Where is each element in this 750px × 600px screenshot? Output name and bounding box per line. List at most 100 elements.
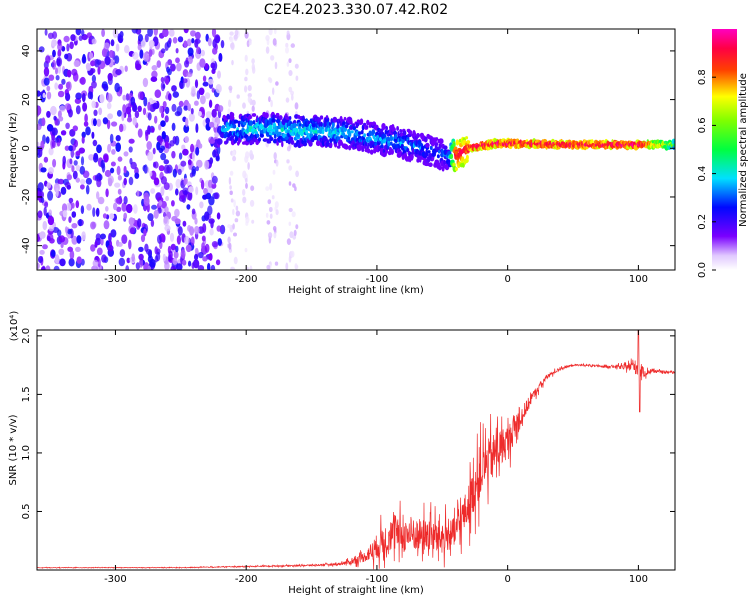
ridge-cell xyxy=(465,136,469,140)
noise-cell xyxy=(175,48,179,54)
noise-cell xyxy=(67,246,73,252)
noise-cell xyxy=(135,63,142,71)
noise-cell xyxy=(71,235,78,245)
noise-cell xyxy=(176,62,182,72)
ridge-cell xyxy=(252,120,256,125)
noise-cell xyxy=(183,105,189,111)
faint-noise-cell xyxy=(242,170,247,179)
noise-cell xyxy=(92,207,96,218)
noise-cell xyxy=(54,137,60,143)
noise-cell xyxy=(67,228,73,235)
faint-noise-cell xyxy=(267,232,273,239)
noise-cell xyxy=(195,166,199,172)
noise-cell xyxy=(82,170,90,179)
noise-cell xyxy=(175,178,182,189)
ridge-cell xyxy=(387,142,391,147)
faint-noise-cell xyxy=(272,87,275,95)
ridge-cell xyxy=(363,133,366,138)
noise-cell xyxy=(57,49,62,57)
noise-cell xyxy=(103,83,109,92)
noise-cell xyxy=(148,40,155,48)
noise-cell xyxy=(87,91,93,100)
faint-noise-cell xyxy=(269,183,273,191)
ridge-cell xyxy=(439,138,444,144)
noise-cell xyxy=(157,196,164,203)
noise-cell xyxy=(178,100,184,107)
noise-cell xyxy=(57,43,63,51)
y-tick-label: -40 xyxy=(21,237,32,253)
noise-cell xyxy=(48,74,55,81)
noise-cell xyxy=(131,253,135,262)
faint-noise-cell xyxy=(230,266,236,270)
noise-cell xyxy=(42,92,46,99)
noise-cell xyxy=(121,202,127,212)
noise-cell xyxy=(160,186,165,197)
noise-cell xyxy=(107,93,113,103)
faint-noise-cell xyxy=(265,46,270,54)
ridge-cell xyxy=(453,146,458,150)
noise-cell xyxy=(210,62,216,69)
noise-cell xyxy=(46,91,52,100)
ridge-cell xyxy=(342,121,346,125)
noise-cell xyxy=(107,175,114,184)
noise-cell xyxy=(197,111,202,117)
noise-cell xyxy=(92,118,97,127)
noise-cell xyxy=(101,29,105,37)
noise-cell xyxy=(111,149,116,155)
noise-cell xyxy=(211,175,218,184)
noise-cell xyxy=(40,167,47,173)
noise-cell xyxy=(115,142,121,152)
noise-cell xyxy=(124,65,128,72)
noise-cell xyxy=(171,85,177,92)
faint-noise-cell xyxy=(249,199,255,207)
noise-cell xyxy=(118,257,126,267)
noise-cell xyxy=(57,90,65,98)
noise-cell xyxy=(80,184,85,190)
noise-cell xyxy=(175,57,180,64)
ridge-cell xyxy=(359,118,364,125)
ridge-cell xyxy=(408,130,413,135)
noise-cell xyxy=(128,138,135,144)
ridge-cell xyxy=(254,131,258,135)
ridge-cell xyxy=(285,116,290,120)
noise-cell xyxy=(204,160,210,170)
faint-noise-cell xyxy=(272,169,276,175)
faint-noise-cell xyxy=(242,189,246,196)
ridge-cell xyxy=(466,140,471,144)
noise-cell xyxy=(37,234,41,242)
noise-cell xyxy=(178,152,183,160)
ridge-cell xyxy=(402,130,407,136)
ridge-cell xyxy=(420,145,425,151)
x-tick-label: 100 xyxy=(629,574,648,585)
noise-cell xyxy=(137,105,142,113)
noise-cell xyxy=(123,212,128,220)
noise-cell xyxy=(60,186,67,195)
noise-cell xyxy=(183,124,190,133)
noise-cell xyxy=(208,78,214,85)
noise-cell xyxy=(160,76,165,83)
noise-cell xyxy=(169,29,175,37)
noise-cell xyxy=(149,258,156,268)
spectrogram-x-label: Height of straight line (km) xyxy=(288,285,424,296)
snr-x-label: Height of straight line (km) xyxy=(288,585,424,596)
noise-cell xyxy=(160,48,166,54)
faint-noise-cell xyxy=(234,29,239,36)
noise-cell xyxy=(164,115,169,123)
faint-noise-cell xyxy=(272,38,277,46)
noise-cell xyxy=(129,227,136,235)
faint-noise-cell xyxy=(295,75,299,81)
ridge-cell xyxy=(258,137,261,142)
x-tick-label: -100 xyxy=(366,274,389,285)
noise-cell xyxy=(71,223,78,229)
noise-cell xyxy=(204,63,209,70)
noise-cell xyxy=(104,169,112,178)
noise-cell xyxy=(167,59,173,66)
noise-cell xyxy=(110,167,115,174)
faint-noise-cell xyxy=(270,99,273,108)
faint-noise-cell xyxy=(245,216,250,224)
faint-noise-cell xyxy=(227,108,231,116)
noise-cell xyxy=(128,176,134,186)
noise-cell xyxy=(170,265,177,270)
noise-cell xyxy=(165,77,170,85)
noise-cell xyxy=(78,218,82,227)
